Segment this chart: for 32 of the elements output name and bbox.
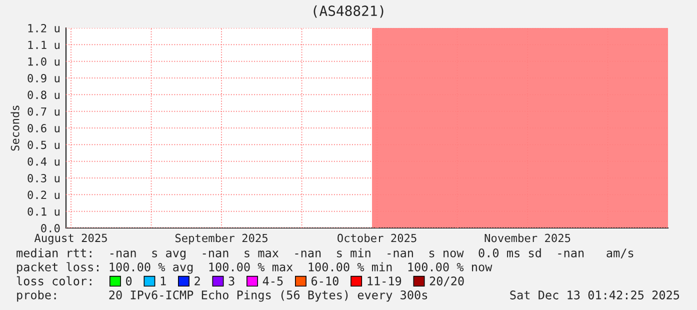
y-tick-label: 1.0 u [28, 57, 60, 66]
text: Sat Dec 13 01:42:25 2025 [510, 290, 680, 300]
y-tick-label: 0.4 u [28, 157, 60, 166]
y-tick-label: 0.3 u [28, 174, 60, 182]
legend-label: 0 [126, 276, 132, 286]
text: probe: 20 IPv6-ICMP Echo Pings (56 Bytes) every 300s [17, 290, 428, 302]
legend-label: 20/20 [430, 276, 464, 286]
x-tick-label: October 2025 [338, 234, 416, 242]
text: median rtt: -nan s avg -nan s max -nan s min -nan s now 0.0 ms sd -nan am/s [16, 248, 634, 260]
legend-label: 1 [160, 276, 166, 286]
x-tick-label: September 2025 [175, 234, 268, 244]
legend-label: 4-5 [262, 276, 283, 286]
y-tick-label: 1.1 u [28, 40, 60, 50]
legend-label: 11-19 [368, 276, 402, 286]
legend-label: 3 [228, 276, 234, 286]
y-axis-title: Seconds [10, 106, 20, 151]
y-tick-label: 0.9 u [28, 74, 60, 82]
y-tick-label: 0.6 u [28, 124, 60, 132]
y-tick-label: 0.2 u [28, 190, 60, 200]
y-tick-label: 0.8 u [28, 90, 60, 100]
text: packet loss: 100.00 % avg 100.00 % max 100.00 % min 100.00 % now [17, 262, 492, 274]
y-tick-label: 0.5 u [28, 140, 60, 150]
y-tick-label: 0.7 u [28, 107, 60, 116]
x-tick-label: August 2025 [34, 234, 107, 244]
legend-title: loss color: [16, 276, 92, 286]
legend-label: 2 [194, 276, 200, 286]
chart-title: (AS48821) [314, 5, 384, 18]
y-tick-label: 1.2 u [28, 24, 60, 32]
x-tick-label: November 2025 [484, 234, 570, 242]
y-tick-label: 0.1 u [28, 207, 60, 216]
legend-label: 6-10 [312, 276, 338, 286]
y-tick-label: 0.0 [41, 224, 60, 232]
